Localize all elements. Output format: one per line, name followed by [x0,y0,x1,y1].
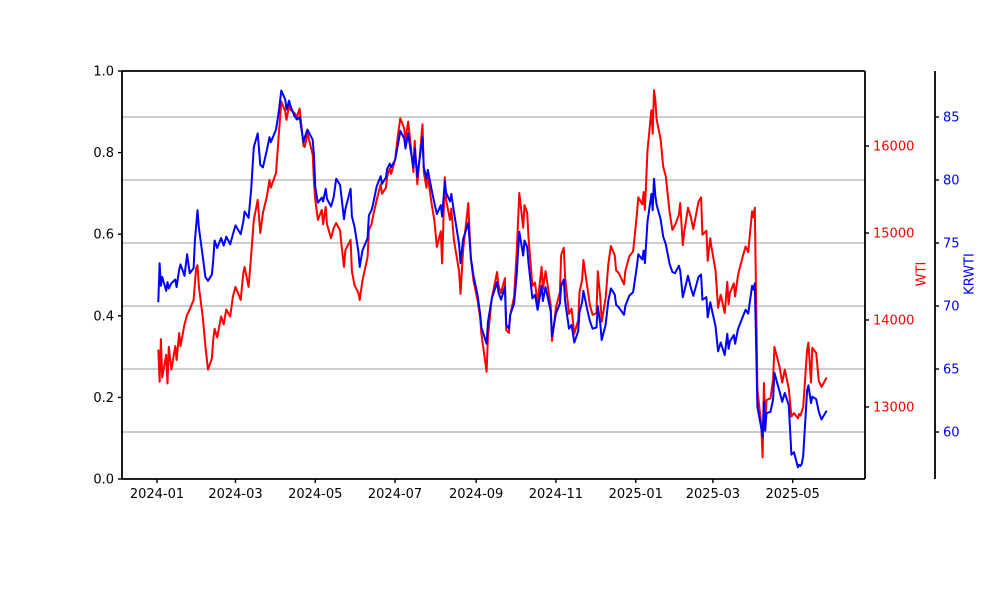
left-tick-label: 1.0 [93,65,114,80]
series-krwti-line [157,89,828,469]
x-tick-label: 2025-03 [686,487,740,502]
x-tick-label: 2024-07 [368,487,422,502]
left-tick-label: 0.4 [93,309,114,324]
x-tick-label: 2024-03 [208,487,262,502]
left-tick-label: 0.0 [93,473,114,488]
left-axis-ticks [118,70,122,480]
right-axis-label-wti: WTI [914,261,930,287]
x-axis-ticks [156,479,794,483]
x-tick-label: 2024-11 [529,487,583,502]
krwti-tick-label: 85 [943,110,960,125]
series-wti-line [157,89,828,459]
krwti-tick-label: 75 [943,236,960,251]
wti-axis-ticks [865,145,869,408]
left-tick-label: 0.6 [93,228,114,243]
far-right-axis-label-krwti: KRWTI [962,253,978,295]
x-tick-label: 2024-09 [449,487,503,502]
x-tick-label: 2025-05 [766,487,820,502]
wti-tick-label: 13000 [873,400,914,415]
x-tick-label: 2024-05 [288,487,342,502]
krwti-tick-label: 70 [943,299,960,314]
axes-spines [121,70,936,480]
gridlines [122,116,865,433]
krwti-tick-label: 60 [943,426,960,441]
krwti-tick-label: 80 [943,173,960,188]
left-tick-label: 0.8 [93,146,114,161]
wti-tick-label: 15000 [873,226,914,241]
wti-tick-label: 14000 [873,313,914,328]
wti-tick-label: 16000 [873,139,914,154]
left-tick-label: 0.2 [93,391,114,406]
krwti-axis-ticks [935,116,939,433]
krwti-tick-label: 65 [943,362,960,377]
x-tick-label: 2025-01 [609,487,663,502]
x-tick-label: 2024-01 [130,487,184,502]
